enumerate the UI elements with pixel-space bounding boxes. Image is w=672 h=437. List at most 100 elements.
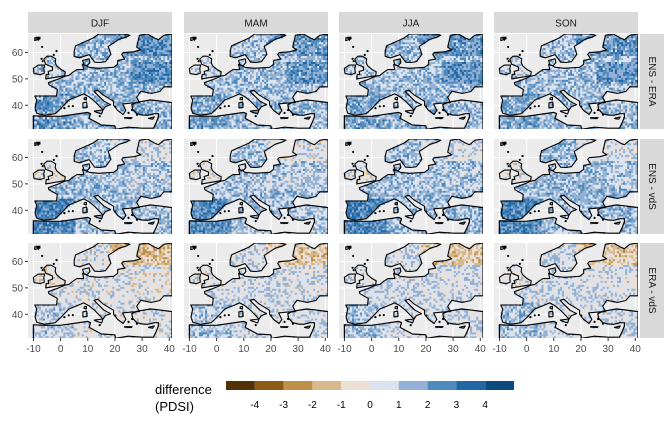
island-outline	[114, 105, 116, 107]
coastline-crete	[125, 223, 133, 224]
island-outline	[351, 267, 353, 269]
x-tick-label: -10	[26, 344, 41, 355]
island-outline	[593, 217, 595, 219]
island-outline	[53, 54, 55, 56]
panel-p2-0	[28, 243, 172, 339]
island-outline	[198, 269, 200, 271]
island-outline	[131, 318, 133, 320]
island-outline	[442, 318, 444, 320]
island-outline	[383, 314, 385, 316]
island-outline	[72, 210, 74, 212]
island-outline	[209, 159, 211, 161]
island-outline	[507, 46, 509, 48]
island-outline	[99, 324, 101, 326]
island-outline	[352, 46, 354, 48]
island-outline	[353, 60, 355, 62]
island-outline	[602, 114, 604, 116]
x-tick-label: 10	[238, 344, 250, 355]
coastline-crete	[591, 223, 599, 224]
legend-label: -2	[308, 400, 317, 411]
legend-label: -4	[250, 400, 259, 411]
legend-key	[226, 381, 255, 390]
panel-p1-0	[28, 139, 172, 235]
coastline-crete	[436, 327, 444, 328]
island-outline	[292, 323, 294, 325]
coastline-crete	[281, 118, 289, 119]
coastline-crete	[281, 327, 289, 328]
island-outline	[425, 105, 427, 107]
legend-key	[399, 381, 428, 390]
island-outline	[209, 54, 211, 56]
island-outline	[41, 46, 43, 48]
y-tick-label: 60	[12, 153, 24, 164]
island-outline	[287, 214, 289, 216]
island-outline	[565, 220, 567, 222]
panel-p0-2	[339, 34, 483, 130]
island-outline	[55, 50, 57, 52]
island-outline	[211, 259, 213, 261]
island-outline	[374, 316, 376, 318]
panel-p1-3	[494, 139, 638, 235]
island-outline	[374, 212, 376, 214]
x-tick-label: -10	[182, 344, 197, 355]
island-outline	[383, 210, 385, 212]
legend-label: -1	[337, 400, 346, 411]
island-outline	[198, 60, 200, 62]
island-outline	[63, 212, 65, 214]
island-outline	[597, 318, 599, 320]
legend-title-line1: difference	[155, 382, 212, 397]
island-outline	[379, 314, 381, 316]
island-outline	[425, 314, 427, 316]
legend-color-keys	[226, 381, 514, 390]
island-outline	[351, 163, 353, 165]
island-outline	[55, 259, 57, 261]
island-outline	[287, 318, 289, 320]
island-outline	[374, 107, 376, 109]
island-outline	[597, 214, 599, 216]
y-tick-label: 50	[12, 283, 24, 294]
island-outline	[131, 109, 133, 111]
island-outline	[255, 220, 257, 222]
legend-key	[341, 381, 370, 390]
island-outline	[68, 210, 70, 212]
island-outline	[211, 155, 213, 157]
x-tick-label: 20	[420, 344, 432, 355]
island-outline	[519, 263, 521, 265]
island-outline	[197, 151, 199, 153]
x-tick-label: -10	[492, 344, 507, 355]
island-outline	[442, 214, 444, 216]
legend-key	[312, 381, 341, 390]
island-outline	[228, 210, 230, 212]
legend-label: 2	[425, 400, 431, 411]
island-outline	[383, 105, 385, 107]
island-outline	[442, 109, 444, 111]
x-tick-label: 0	[214, 344, 220, 355]
x-tick-label: 0	[58, 344, 64, 355]
island-outline	[42, 60, 44, 62]
island-outline	[565, 115, 567, 117]
island-outline	[529, 107, 531, 109]
island-outline	[519, 159, 521, 161]
legend-label: 4	[482, 400, 488, 411]
island-outline	[224, 314, 226, 316]
island-outline	[508, 269, 510, 271]
island-outline	[410, 220, 412, 222]
island-outline	[53, 263, 55, 265]
island-outline	[447, 114, 449, 116]
legend-key	[485, 381, 514, 390]
island-outline	[580, 314, 582, 316]
island-outline	[538, 105, 540, 107]
island-outline	[447, 323, 449, 325]
island-outline	[366, 155, 368, 157]
coastline-crete	[436, 118, 444, 119]
row-strip-label-ens-vds: ENS - vdS	[646, 163, 657, 210]
island-outline	[224, 105, 226, 107]
island-outline	[283, 217, 285, 219]
coastline-crete	[591, 118, 599, 119]
legend-label: 3	[454, 400, 460, 411]
x-tick-label: 40	[164, 344, 176, 355]
